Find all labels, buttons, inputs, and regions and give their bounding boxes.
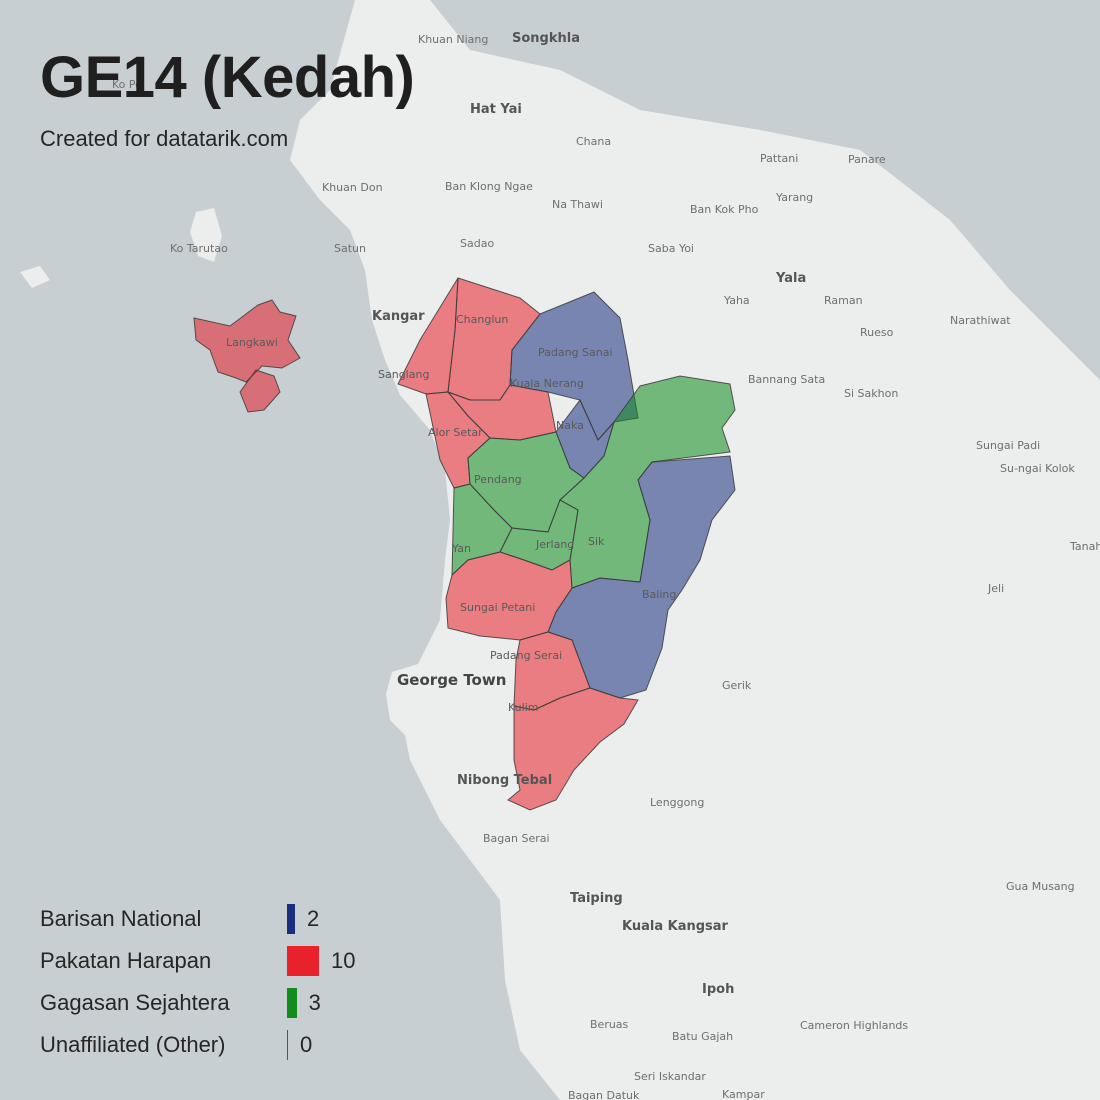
place-label: Bagan Datuk <box>568 1089 640 1100</box>
place-label: Kangar <box>372 309 425 324</box>
place-label: Cameron Highlands <box>800 1019 908 1032</box>
constituency-label: Pendang <box>474 473 522 486</box>
legend-seat-count: 0 <box>300 1032 313 1057</box>
place-label: Khuan Niang <box>418 33 488 46</box>
place-label: Yala <box>775 271 806 286</box>
constituency-label: Padang Sanai <box>538 346 613 359</box>
constituency-label: Baling <box>642 588 676 601</box>
place-label: Jeli <box>987 582 1004 595</box>
place-label: Saba Yoi <box>648 242 694 255</box>
constituency-label: Kuala Nerang <box>510 377 584 390</box>
constituency-label: Kulim <box>508 701 538 714</box>
constituency-kulim[interactable] <box>507 687 639 811</box>
constituency-baling[interactable] <box>547 455 736 699</box>
place-label: Satun <box>334 242 366 255</box>
constituency-langkawi[interactable] <box>193 299 301 383</box>
place-label: Batu Gajah <box>672 1030 733 1043</box>
legend-row-gagasan: Gagasan Sejahtera 3 <box>40 982 355 1024</box>
place-label: George Town <box>397 671 506 689</box>
place-label: Gua Musang <box>1006 880 1075 893</box>
legend-row-barisan: Barisan National 2 <box>40 898 355 940</box>
place-label: Rueso <box>860 326 894 339</box>
penang-island <box>386 664 432 738</box>
place-label: Hat Yai <box>470 102 522 117</box>
place-label: Songkhla <box>512 31 580 46</box>
legend-party-name: Pakatan Harapan <box>40 948 212 973</box>
constituency-langkawi-south[interactable] <box>239 369 281 413</box>
page-subtitle: Created for datatarik.com <box>40 126 289 151</box>
place-label: Pattani <box>760 152 798 165</box>
legend-seat-bar <box>287 988 297 1018</box>
place-label: Panare <box>848 153 886 166</box>
place-label: Beruas <box>590 1018 629 1031</box>
legend-party-name: Gagasan Sejahtera <box>40 990 230 1015</box>
place-label: Ban Kok Pho <box>690 203 759 216</box>
constituency-label: Changlun <box>456 313 508 326</box>
legend-party-name: Barisan National <box>40 906 202 931</box>
constituency-label: Langkawi <box>226 336 278 349</box>
place-label: Kampar <box>722 1088 765 1100</box>
constituency-label: Jerlang <box>535 538 574 551</box>
place-label: Narathiwat <box>950 314 1011 327</box>
constituency-label: Yan <box>451 542 471 555</box>
constituency-label: Sungai Petani <box>460 601 535 614</box>
place-label: Raman <box>824 294 863 307</box>
constituency-label: Alor Setar <box>428 426 483 439</box>
place-label: Sungai Padi <box>976 439 1040 452</box>
place-label: Tanah <box>1069 540 1100 553</box>
place-label: Su-ngai Kolok <box>1000 462 1075 475</box>
place-label: Seri Iskandar <box>634 1070 706 1083</box>
place-label: Si Sakhon <box>844 387 898 400</box>
legend-seat-count: 2 <box>307 906 320 931</box>
place-label: Ban Klong Ngae <box>445 180 533 193</box>
place-label: Ko Tarutao <box>170 242 228 255</box>
place-label: Kuala Kangsar <box>622 919 729 934</box>
place-label: Yaha <box>723 294 750 307</box>
constituency-label: Padang Serai <box>490 649 562 662</box>
place-label: Ipoh <box>702 982 734 997</box>
place-label: Bannang Sata <box>748 373 825 386</box>
constituency-label: Sanglang <box>378 368 429 381</box>
legend-seat-count: 3 <box>308 990 321 1015</box>
constituency-label: Sik <box>588 535 605 548</box>
legend-party-name: Unaffiliated (Other) <box>40 1032 226 1057</box>
page-title: GE14 (Kedah) <box>40 45 415 110</box>
place-label: Na Thawi <box>552 198 603 211</box>
small-island <box>20 266 50 288</box>
constituencies <box>193 277 736 811</box>
place-label: Taiping <box>570 891 623 906</box>
place-label: Khuan Don <box>322 181 383 194</box>
constituency-sungai-petani[interactable] <box>445 551 573 641</box>
legend-row-pakatan: Pakatan Harapan 10 <box>40 940 355 982</box>
place-label: Nibong Tebal <box>457 773 552 788</box>
legend-seat-bar <box>287 946 319 976</box>
legend-seat-count: 10 <box>331 948 356 973</box>
legend: Barisan National 2 Pakatan Harapan 10 Ga… <box>40 898 355 1066</box>
legend-row-other: Unaffiliated (Other) 0 <box>40 1024 355 1066</box>
place-label: Gerik <box>722 679 752 692</box>
place-label: Yarang <box>775 191 813 204</box>
place-label: Chana <box>576 135 611 148</box>
legend-seat-bar <box>287 1030 288 1060</box>
place-labels: Khuan Niang Songkhla Ko Poi Hat Yai Chan… <box>112 31 1100 1100</box>
place-label: Ko Poi <box>112 78 145 91</box>
place-label: Bagan Serai <box>483 832 550 845</box>
place-label: Lenggong <box>650 796 704 809</box>
constituency-label: Naka <box>556 419 584 432</box>
tarutao-island <box>190 208 222 262</box>
legend-seat-bar <box>287 904 295 934</box>
place-label: Sadao <box>460 237 494 250</box>
constituency-labels: Langkawi Changlun Padang Sanai Sanglang … <box>226 313 676 714</box>
